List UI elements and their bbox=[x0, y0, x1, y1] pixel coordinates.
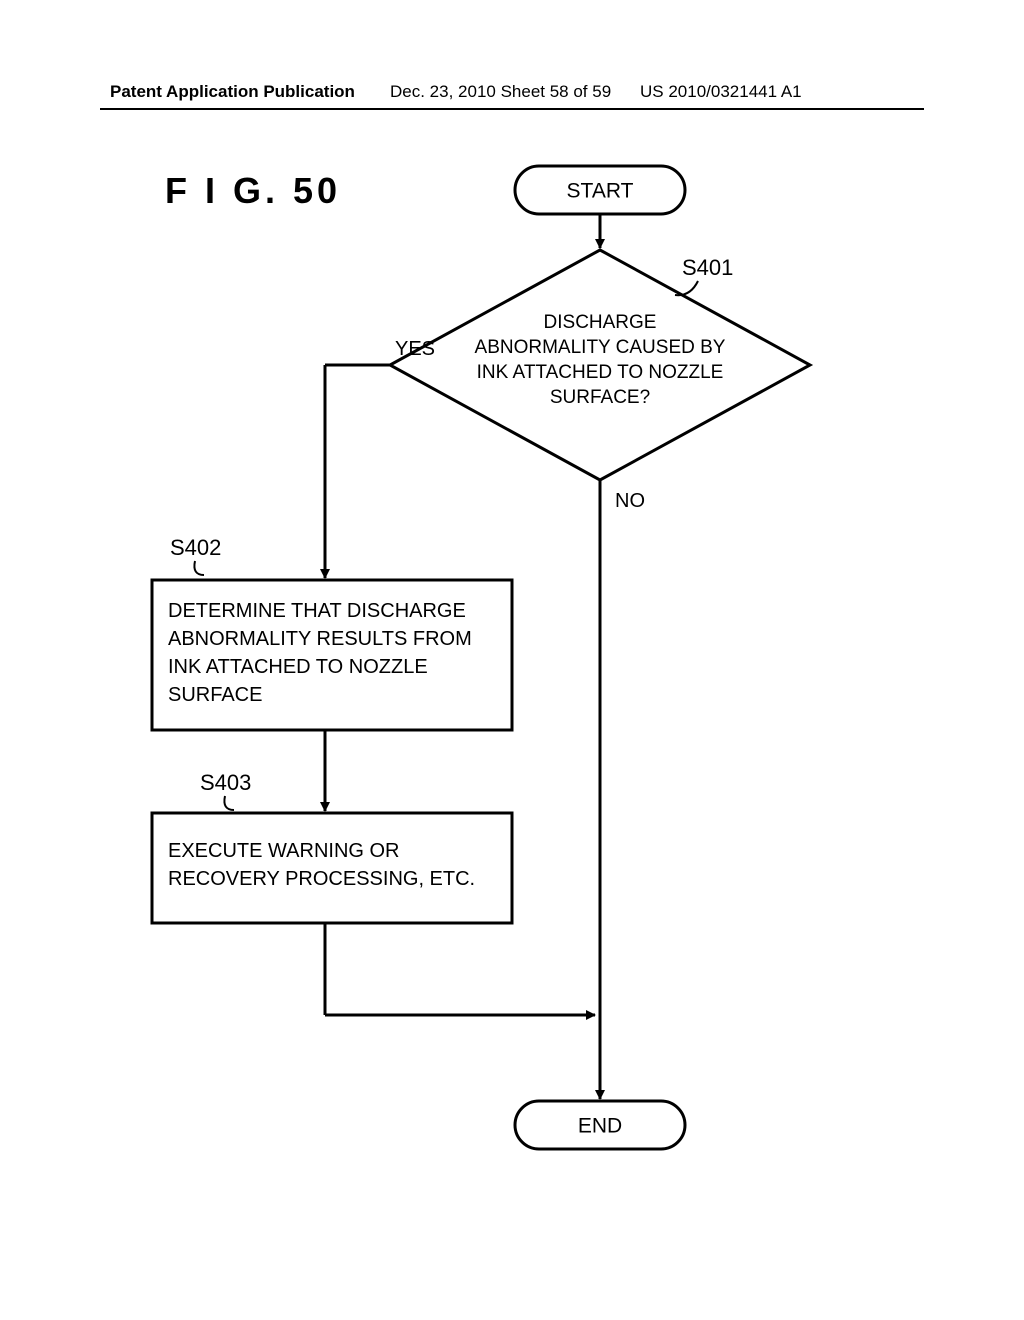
header-left: Patent Application Publication bbox=[110, 82, 355, 102]
header-rule bbox=[100, 108, 924, 110]
s403-line1: EXECUTE WARNING OR bbox=[168, 840, 400, 862]
s402-label: S402 bbox=[170, 535, 221, 560]
s403-pointer bbox=[224, 796, 234, 810]
s401-line3: INK ATTACHED TO NOZZLE bbox=[477, 362, 724, 383]
edge-yes: YES bbox=[325, 338, 435, 578]
end-text: END bbox=[578, 1115, 622, 1138]
s402-line3: INK ATTACHED TO NOZZLE bbox=[168, 656, 428, 678]
s402-line4: SURFACE bbox=[168, 684, 262, 706]
yes-label: YES bbox=[395, 338, 435, 360]
s401-line1: DISCHARGE bbox=[544, 312, 657, 333]
s402-pointer bbox=[194, 561, 204, 575]
process-s403: EXECUTE WARNING OR RECOVERY PROCESSING, … bbox=[152, 813, 512, 923]
no-label: NO bbox=[615, 490, 645, 512]
edge-s403-merge bbox=[325, 923, 595, 1015]
s401-line2: ABNORMALITY CAUSED BY bbox=[475, 337, 726, 358]
header-center: Dec. 23, 2010 Sheet 58 of 59 bbox=[390, 82, 611, 102]
s401-label: S401 bbox=[682, 255, 733, 280]
s403-label: S403 bbox=[200, 770, 251, 795]
s402-line2: ABNORMALITY RESULTS FROM bbox=[168, 628, 472, 650]
start-node: START bbox=[515, 166, 685, 214]
end-node: END bbox=[515, 1101, 685, 1149]
s401-line4: SURFACE? bbox=[550, 387, 650, 408]
edge-no: NO bbox=[600, 480, 645, 1099]
header-right: US 2010/0321441 A1 bbox=[640, 82, 802, 102]
process-s402: DETERMINE THAT DISCHARGE ABNORMALITY RES… bbox=[152, 580, 512, 730]
start-text: START bbox=[567, 180, 634, 203]
page: Patent Application Publication Dec. 23, … bbox=[0, 0, 1024, 1320]
decision-s401: DISCHARGE ABNORMALITY CAUSED BY INK ATTA… bbox=[390, 250, 810, 480]
s402-line1: DETERMINE THAT DISCHARGE bbox=[168, 600, 466, 622]
s403-line2: RECOVERY PROCESSING, ETC. bbox=[168, 868, 475, 890]
flowchart: START DISCHARGE ABNORMALITY CAUSED BY IN… bbox=[100, 155, 924, 1205]
